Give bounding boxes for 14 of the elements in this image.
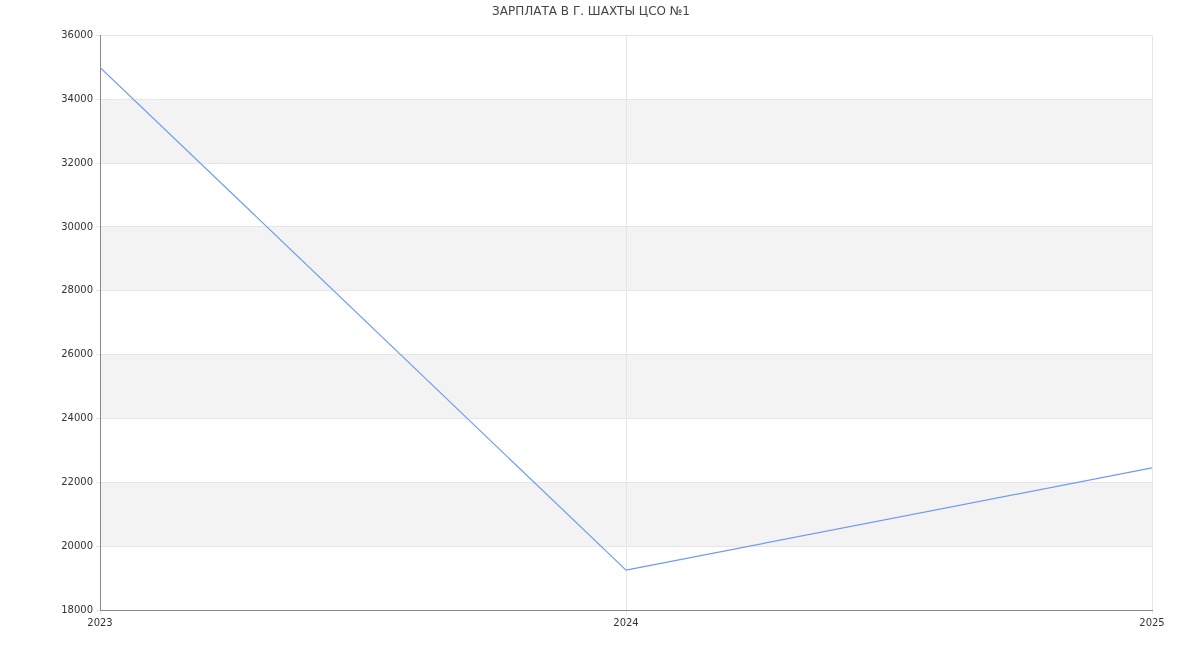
x-tick-label: 2024 xyxy=(613,616,639,628)
x-tick-label: 2023 xyxy=(87,616,113,628)
y-tick-label: 32000 xyxy=(61,156,93,168)
y-tick-label: 24000 xyxy=(61,412,93,424)
y-tick-label: 22000 xyxy=(61,475,93,487)
y-tick-label: 34000 xyxy=(61,92,93,104)
y-tick-label: 28000 xyxy=(61,284,93,296)
y-tick-label: 30000 xyxy=(61,220,93,232)
y-tick-label: 36000 xyxy=(61,28,93,40)
y-tick-label: 26000 xyxy=(61,348,93,360)
chart-title: ЗАРПЛАТА В Г. ШАХТЫ ЦСО №1 xyxy=(492,4,690,19)
x-tick-label: 2025 xyxy=(1139,616,1165,628)
y-tick-label: 18000 xyxy=(61,603,93,615)
y-tick-label: 20000 xyxy=(61,539,93,551)
